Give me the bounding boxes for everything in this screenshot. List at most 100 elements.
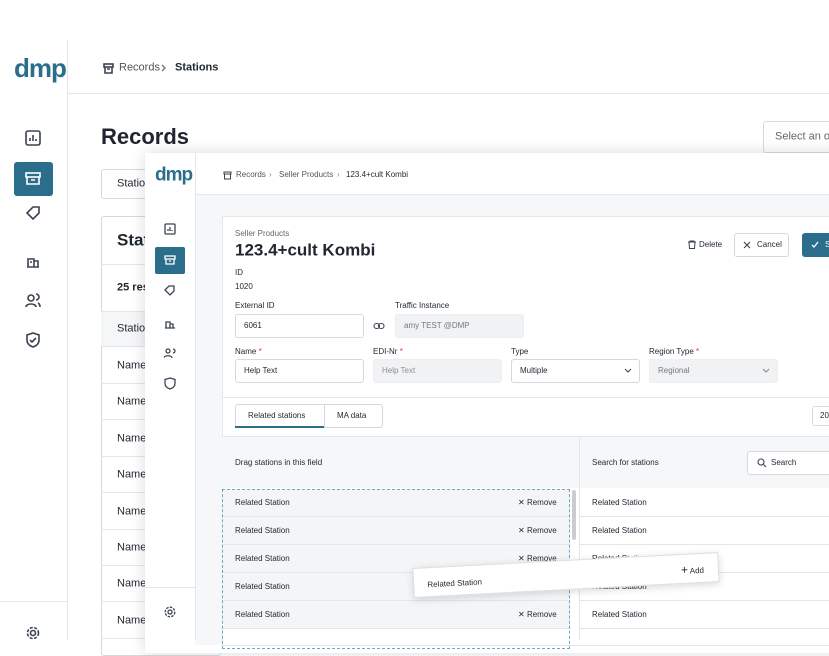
tab[interactable]: MA data (337, 411, 367, 420)
tab[interactable]: Related stations (248, 411, 306, 420)
panel-divider (579, 437, 580, 640)
related-label: Related Station (235, 610, 290, 619)
row-name: Name (117, 614, 147, 627)
search-placeholder: Search (771, 458, 797, 467)
settings-icon[interactable] (26, 626, 40, 640)
name-label: Name * (235, 347, 262, 356)
edi-input[interactable] (373, 359, 502, 383)
region-select (649, 359, 778, 383)
remove-button[interactable]: ✕ Remove (518, 526, 557, 535)
search-row-label: Related Station (592, 610, 647, 619)
row-name: Name (117, 505, 147, 518)
type-label: Type (511, 347, 529, 356)
related-row[interactable] (222, 601, 570, 629)
delete-button[interactable]: Delete (699, 240, 723, 249)
add-button[interactable]: + Add (680, 562, 705, 577)
traffic-input (395, 314, 524, 338)
row-name: Name (117, 359, 147, 372)
related-label: Related Station (235, 582, 290, 591)
settings-icon[interactable] (164, 606, 176, 618)
column-header: Statio (117, 322, 146, 335)
related-label: Related Station (235, 526, 290, 535)
chevron (161, 64, 167, 72)
dragged-label: Related Station (427, 577, 483, 590)
cancel-button[interactable] (734, 233, 789, 257)
sidebar-divider (0, 601, 67, 602)
kicker: Seller Products (235, 229, 290, 238)
search-row-label: Related Station (592, 526, 647, 535)
region-value: Regional (658, 366, 690, 375)
breadcrumb-current: 123.4+cult Kombi (346, 170, 409, 179)
divider (222, 436, 829, 437)
record-title: 123.4+cult Kombi (235, 240, 376, 260)
remove-button[interactable]: ✕ Remove (518, 498, 557, 507)
org-select[interactable] (763, 121, 829, 153)
external-id-label: External ID (235, 301, 275, 310)
drag-hint: Drag stations in this field (235, 458, 323, 467)
table-row[interactable] (101, 421, 161, 457)
id-label: ID (235, 268, 243, 277)
nav-icons[interactable] (164, 223, 176, 393)
screen: dmp Records Stations Records Select an o… (0, 40, 829, 656)
chevron (762, 368, 770, 373)
tab-indicator (235, 426, 324, 428)
results: 25 res (117, 281, 149, 294)
tab-label: Statio (117, 177, 146, 190)
traffic-value: amy TEST @DMP (404, 321, 470, 330)
table-row[interactable] (101, 457, 161, 494)
breadcrumb-current: Stations (175, 61, 219, 74)
tabs (235, 404, 383, 428)
search-input[interactable] (747, 451, 829, 475)
search-icon (757, 458, 767, 468)
link-icon[interactable] (373, 322, 385, 330)
row-name: Name (117, 577, 147, 590)
breadcrumb[interactable]: Records (119, 61, 160, 74)
search-row[interactable] (580, 489, 829, 517)
search-row-label: Related Station (592, 498, 647, 507)
breadcrumb[interactable]: Records (236, 170, 266, 179)
sidebar-divider (145, 587, 195, 588)
search-hint: Search for stations (592, 458, 659, 467)
id-value: 1020 (235, 282, 253, 291)
overlay-header-border (195, 194, 829, 195)
archive-icon (103, 63, 114, 74)
edi-label: EDI-Nr * (373, 347, 403, 356)
table-row[interactable] (101, 566, 161, 603)
row-name: Name (117, 432, 147, 445)
traffic-label: Traffic Instance (395, 301, 450, 310)
archive-icon (223, 171, 232, 180)
related-row[interactable] (222, 489, 570, 517)
overlay-sidebar-border (195, 153, 196, 640)
table-row[interactable] (101, 603, 161, 639)
table-row[interactable] (101, 348, 161, 384)
org-select-text: Select an org (775, 130, 829, 143)
external-id-input[interactable] (235, 314, 364, 338)
name-value: Help Text (244, 366, 278, 375)
scrollbar[interactable] (572, 490, 576, 540)
table-row[interactable] (101, 384, 161, 421)
search-row[interactable] (580, 517, 829, 545)
row-name: Name (117, 541, 147, 554)
nav-icons[interactable] (25, 130, 41, 350)
related-label: Related Station (235, 554, 290, 563)
search-row[interactable] (580, 601, 829, 629)
table-row[interactable] (101, 530, 161, 566)
page-size[interactable] (812, 406, 829, 426)
page-title: Records (101, 124, 190, 149)
logo: dmp (14, 53, 67, 83)
breadcrumb[interactable]: Seller Products (279, 170, 334, 179)
region-label: Region Type * (649, 347, 700, 356)
table-row[interactable] (101, 494, 161, 530)
remove-button[interactable]: ✕ Remove (518, 554, 557, 563)
chevron (624, 368, 632, 373)
remove-button[interactable]: ✕ Remove (518, 610, 557, 619)
type-select[interactable] (511, 359, 640, 383)
close-icon (743, 241, 751, 249)
save-label: S (825, 240, 829, 249)
related-row[interactable] (222, 517, 570, 545)
divider (222, 397, 829, 398)
overlay-logo: dmp (155, 164, 193, 186)
name-input[interactable] (235, 359, 364, 383)
nav-active[interactable] (14, 162, 53, 196)
edi-placeholder: Help Text (382, 366, 416, 375)
